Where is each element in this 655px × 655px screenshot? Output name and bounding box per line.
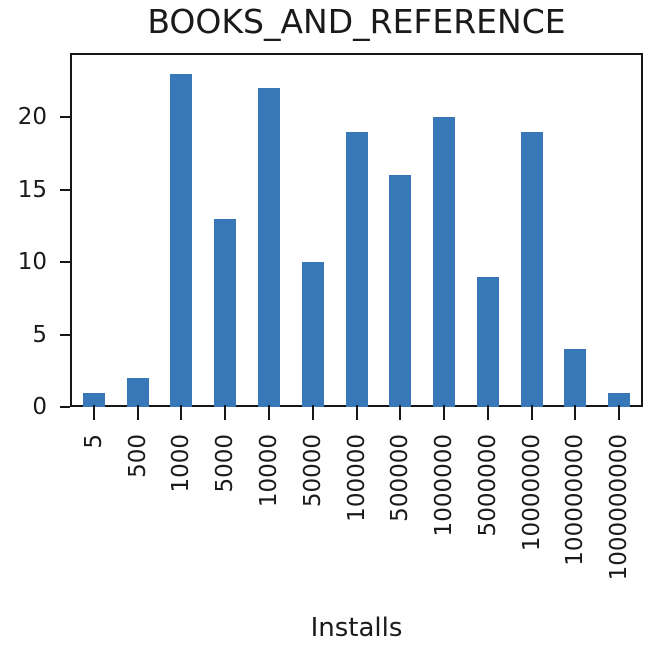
x-tick-mark [486, 405, 489, 420]
x-tick-mark [355, 405, 358, 420]
x-tick-mark [399, 405, 402, 420]
bar [345, 131, 368, 407]
x-tick-mark [224, 405, 227, 420]
y-tick-mark [60, 116, 70, 119]
bar [214, 218, 237, 407]
bar [520, 131, 543, 407]
bar [170, 73, 193, 407]
x-tick-label: 500000 [387, 434, 414, 522]
bar [301, 262, 324, 407]
x-tick-mark [443, 405, 445, 420]
x-tick-mark [180, 405, 183, 420]
bar [564, 349, 587, 407]
x-tick-mark [530, 405, 533, 420]
x-tick-mark [268, 405, 270, 420]
bar [82, 392, 105, 407]
x-tick-label: 1000 [168, 434, 195, 493]
x-tick-mark [618, 405, 621, 420]
x-tick-label: 10000 [256, 434, 282, 508]
x-tick-label: 5000 [212, 434, 239, 493]
x-tick-label: 1000000000 [606, 434, 633, 581]
plot-area [72, 55, 641, 407]
x-tick-label: 1000000 [431, 434, 457, 537]
y-tick-label: 15 [17, 176, 47, 203]
bar [389, 175, 412, 407]
y-tick-label: 10 [17, 249, 47, 276]
bar [608, 392, 631, 407]
bar [476, 276, 499, 407]
x-tick-label: 100000 [343, 434, 370, 522]
bar [126, 378, 149, 407]
bar [433, 117, 455, 407]
y-tick-label: 20 [17, 104, 47, 131]
x-tick-label: 5000000 [474, 434, 501, 537]
bar [258, 88, 280, 407]
y-tick-mark [60, 188, 70, 191]
y-tick-label: 5 [32, 321, 47, 348]
chart-title: BOOKS_AND_REFERENCE [147, 2, 566, 41]
x-tick-label: 100000000 [562, 434, 589, 566]
x-tick-mark [136, 405, 139, 420]
y-tick-mark [60, 406, 70, 408]
y-tick-label: 0 [32, 394, 47, 420]
x-tick-label: 10000000 [518, 434, 545, 552]
x-axis-label: Installs [310, 613, 403, 643]
y-tick-mark [60, 333, 70, 336]
x-tick-mark [92, 405, 95, 420]
x-tick-label: 500 [124, 434, 151, 478]
y-tick-mark [60, 261, 70, 264]
x-tick-mark [574, 405, 577, 420]
x-tick-label: 5 [80, 434, 107, 449]
x-tick-label: 50000 [299, 434, 326, 508]
x-tick-mark [311, 405, 314, 420]
